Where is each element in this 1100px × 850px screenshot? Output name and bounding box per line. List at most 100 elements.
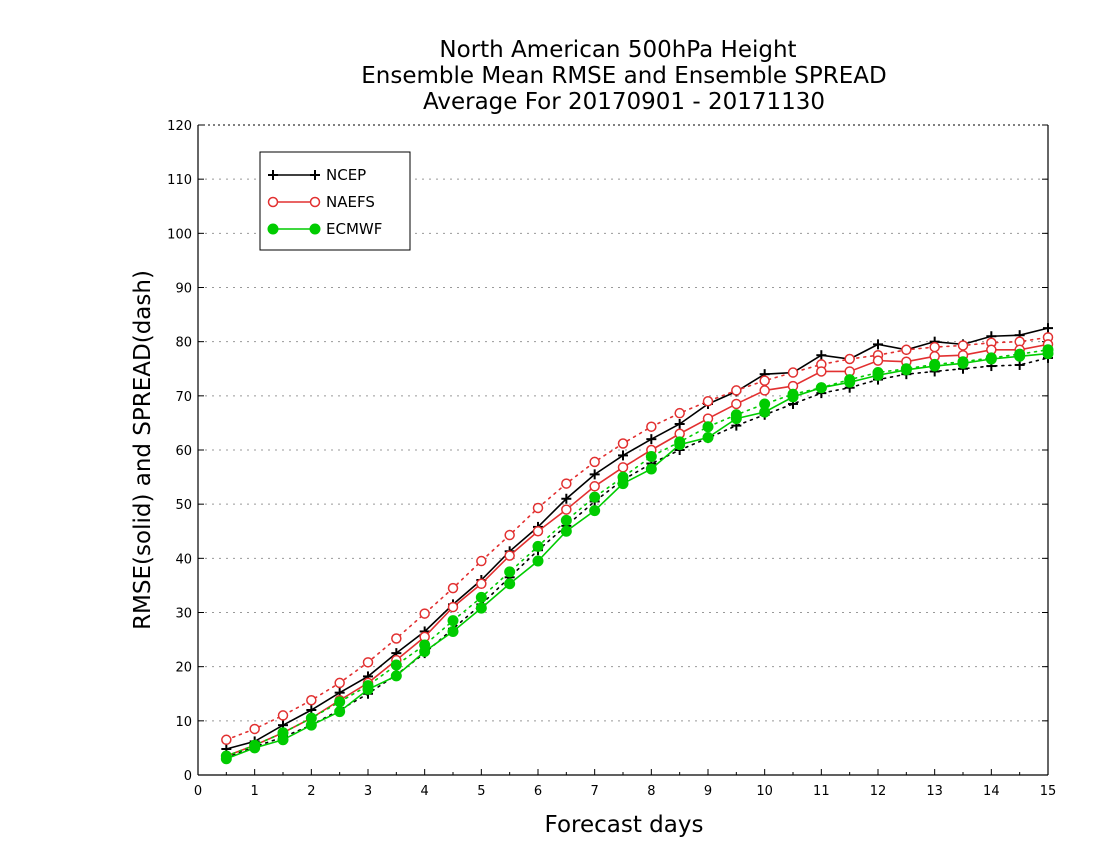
spread-point-naefs	[844, 353, 855, 365]
x-tick-label: 11	[813, 784, 830, 799]
legend: NCEP NAEFS ECMWF	[259, 151, 411, 251]
spread-point-naefs	[957, 340, 969, 351]
x-tick-label: 9	[704, 784, 712, 799]
x-tick-label: 15	[1040, 784, 1057, 799]
spread-point-ecmwf	[447, 615, 459, 627]
x-tick-label: 3	[364, 784, 372, 799]
y-tick-label: 20	[175, 661, 192, 676]
rmse-point-naefs	[589, 481, 600, 492]
rmse-point-naefs	[816, 366, 827, 377]
rmse-point-ecmwf	[985, 353, 997, 365]
rmse-point-ecmwf	[674, 439, 686, 451]
rmse-point-ncep	[816, 350, 827, 361]
spread-point-ecmwf	[589, 491, 601, 503]
y-axis-label: RMSE(solid) and SPREAD(dash)	[130, 270, 156, 630]
rmse-point-ecmwf	[362, 683, 374, 695]
rmse-point-ecmwf	[702, 432, 714, 444]
x-tick-label: 2	[307, 784, 315, 799]
rmse-point-ecmwf	[504, 578, 516, 590]
y-tick-label: 50	[175, 498, 192, 513]
rmse-point-ncep	[589, 469, 600, 480]
rmse-point-naefs	[532, 526, 544, 537]
spread-point-naefs	[561, 478, 572, 489]
spread-point-naefs	[362, 657, 374, 668]
spread-point-naefs	[277, 710, 289, 721]
rmse-point-ncep	[674, 419, 685, 429]
rmse-point-ecmwf	[220, 753, 232, 765]
rmse-point-naefs	[504, 550, 515, 561]
spread-point-ecmwf	[334, 696, 346, 708]
y-tick-label: 90	[175, 282, 192, 297]
rmse-point-ecmwf	[617, 478, 629, 490]
rmse-point-ecmwf	[730, 413, 742, 425]
title-line-3: Average For 20170901 - 20171130	[423, 89, 825, 115]
rmse-point-ecmwf	[645, 463, 657, 475]
y-tick-label: 40	[175, 552, 192, 567]
spread-point-naefs	[617, 438, 629, 449]
spread-point-ecmwf	[645, 451, 657, 462]
x-tick-label: 10	[756, 784, 773, 799]
rmse-point-ecmwf	[560, 525, 572, 537]
rmse-point-ecmwf	[900, 364, 912, 376]
spread-point-naefs	[334, 677, 345, 689]
y-tick-label: 120	[167, 119, 192, 134]
spread-point-ecmwf	[702, 421, 714, 433]
rmse-point-naefs	[561, 504, 572, 515]
spread-point-naefs	[447, 582, 459, 594]
legend-marker-naefs	[309, 196, 321, 208]
x-tick-label: 7	[591, 784, 599, 799]
legend-marker-ncep	[268, 170, 278, 180]
legend-label-naefs: NAEFS	[326, 193, 375, 211]
title-line-2: Ensemble Mean RMSE and Ensemble SPREAD	[361, 63, 886, 89]
y-tick-label: 110	[167, 173, 192, 188]
spread-point-naefs	[929, 341, 940, 353]
legend-marker-ecmwf	[267, 223, 279, 235]
rmse-point-ecmwf	[929, 360, 941, 372]
rmse-point-ecmwf	[419, 646, 431, 657]
rmse-point-ecmwf	[249, 742, 261, 754]
spread-point-naefs	[787, 367, 799, 378]
x-tick-label: 0	[194, 784, 202, 799]
spread-point-ecmwf	[504, 566, 516, 578]
spread-point-naefs	[221, 734, 232, 746]
rmse-line-ecmwf	[226, 352, 1049, 760]
spread-point-naefs	[504, 529, 515, 541]
spread-point-naefs	[901, 344, 912, 356]
rmse-point-ncep	[561, 493, 572, 504]
spread-point-ecmwf	[390, 659, 402, 671]
legend-marker-ecmwf	[309, 223, 321, 235]
x-tick-label: 5	[477, 784, 485, 799]
spread-point-ecmwf	[475, 591, 487, 603]
y-tick-label: 10	[175, 715, 192, 730]
spread-point-naefs	[646, 421, 657, 432]
spread-point-naefs	[731, 385, 742, 396]
y-tick-label: 0	[184, 769, 192, 784]
x-tick-label: 1	[251, 784, 259, 799]
spread-point-naefs	[759, 375, 770, 386]
spread-point-naefs	[306, 695, 317, 706]
spread-point-naefs	[589, 456, 600, 468]
series-ecmwf	[220, 344, 1054, 765]
legend-marker-ncep	[310, 170, 320, 180]
rmse-point-ecmwf	[815, 382, 827, 394]
rmse-point-ecmwf	[872, 369, 884, 381]
rmse-point-ecmwf	[277, 734, 289, 746]
chart-title: North American 500hPa Height Ensemble Me…	[361, 37, 886, 115]
series-naefs	[221, 332, 1054, 762]
rmse-point-ecmwf	[1014, 350, 1026, 362]
y-tick-label: 100	[167, 227, 192, 242]
x-tick-label: 4	[421, 784, 429, 799]
x-tick-label: 13	[926, 784, 943, 799]
spread-point-ecmwf	[560, 514, 572, 526]
spread-line-ncep	[225, 357, 1049, 759]
y-tick-label: 60	[175, 444, 192, 459]
rmse-line-ncep	[226, 327, 1049, 750]
rmse-point-naefs	[872, 355, 884, 366]
rmse-line-naefs	[226, 343, 1049, 757]
rmse-point-ecmwf	[759, 406, 771, 418]
x-axis-label: Forecast days	[545, 812, 704, 838]
spread-point-naefs	[476, 555, 487, 567]
rmse-point-ecmwf	[957, 357, 969, 369]
